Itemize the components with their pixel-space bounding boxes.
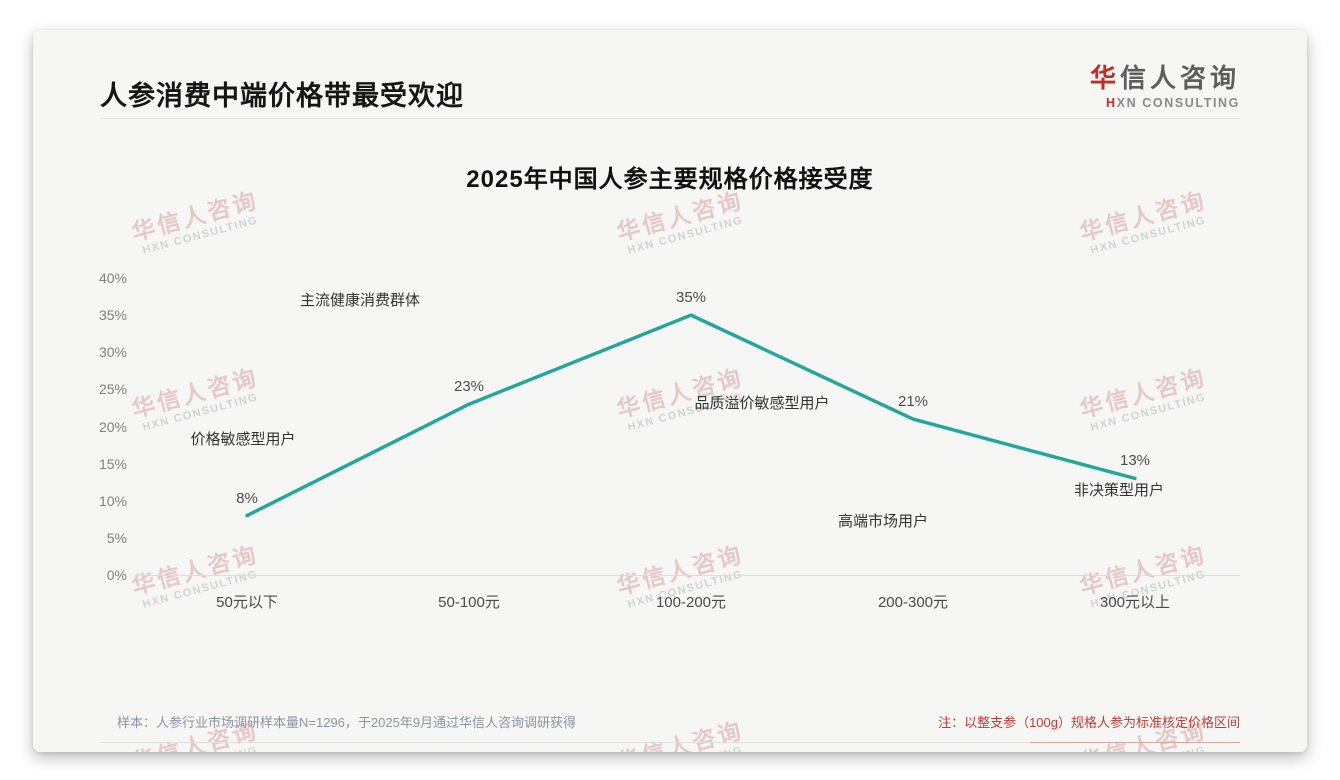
y-axis-tick: 40% <box>98 270 127 286</box>
company-logo: 华信人咨询 HXN CONSULTING <box>1090 58 1240 110</box>
watermark-cn-text: 华信人咨询 <box>1077 363 1210 423</box>
chart-title: 2025年中国人参主要规格价格接受度 <box>466 166 874 193</box>
watermark-cn-text: 华信人咨询 <box>614 186 747 246</box>
segment-annotation: 主流健康消费群体 <box>299 292 421 309</box>
data-point-label: 8% <box>236 489 258 507</box>
segment-annotation: 高端市场用户 <box>837 513 929 530</box>
logo-cn-text: 华信人咨询 <box>1090 58 1240 95</box>
watermark-en-text: HXN CONSULTING <box>621 742 750 752</box>
x-axis-line <box>135 575 1240 576</box>
acceptance-line <box>245 313 1137 518</box>
page-title: 人参消费中端价格带最受欢迎 <box>100 81 464 111</box>
slide-card: 人参消费中端价格带最受欢迎 华信人咨询 HXN CONSULTING 2025年… <box>33 30 1307 752</box>
header-divider <box>100 118 1240 119</box>
y-axis-tick: 0% <box>106 567 127 583</box>
watermark-en-text: HXN CONSULTING <box>626 214 745 257</box>
logo-en-text: HXN CONSULTING <box>1090 96 1240 110</box>
segment-annotation: 非决策型用户 <box>1073 482 1165 499</box>
watermark-en-text: HXN CONSULTING <box>141 214 260 257</box>
logo-en-accent: H <box>1106 96 1117 110</box>
watermark-cn-text: 华信人咨询 <box>129 363 262 423</box>
watermark-en-text: HXN CONSULTING <box>1089 214 1208 257</box>
watermark-cn-text: 华信人咨询 <box>614 716 747 752</box>
segment-annotation: 品质溢价敏感型用户 <box>694 395 830 412</box>
logo-cn-rest: 信人咨询 <box>1119 63 1240 93</box>
data-point-label: 21% <box>897 393 929 411</box>
y-axis-tick: 25% <box>98 381 127 398</box>
sample-note: 样本：人参行业市场调研样本量N=1296，于2025年9月通过华信人咨询调研获得 <box>117 715 577 730</box>
note-underline <box>1030 742 1240 743</box>
logo-en-rest: XN CONSULTING <box>1116 96 1240 110</box>
watermark-en-text: HXN CONSULTING <box>1089 391 1208 434</box>
copyright-text: ©2025.11 HXR华信人咨询 <box>117 750 257 752</box>
segment-annotation: 价格敏感型用户 <box>190 431 296 448</box>
watermark-cn-text: 华信人咨询 <box>614 540 747 600</box>
price-note: 注：以整支参（100g）规格人参为标准核定价格区间 <box>938 715 1240 730</box>
data-point-label: 23% <box>453 378 485 396</box>
y-axis-tick: 5% <box>106 529 127 546</box>
y-axis-tick: 35% <box>98 307 127 324</box>
watermark-en-text: HXN CONSULTING <box>141 391 260 434</box>
logo-cn-accent: 华 <box>1089 63 1120 93</box>
footer-divider <box>100 742 1240 743</box>
watermark-cn-text: 华信人咨询 <box>129 186 262 246</box>
acceptance-line-svg <box>245 313 1137 518</box>
x-axis-label: 50-100元 <box>438 594 500 611</box>
y-axis-tick: 30% <box>98 344 127 361</box>
x-axis-label: 50元以下 <box>216 594 278 611</box>
watermark-cn-text: 华信人咨询 <box>1077 540 1210 600</box>
data-point-label: 35% <box>675 289 707 307</box>
x-axis-label: 200-300元 <box>877 594 949 611</box>
website-link[interactable]: www.hxrcon.com <box>1122 750 1213 752</box>
y-axis-tick: 10% <box>98 492 127 509</box>
y-axis-tick: 20% <box>98 418 127 435</box>
x-axis-label: 100-200元 <box>655 594 727 611</box>
data-point-label: 13% <box>1119 452 1151 470</box>
watermark-cn-text: 华信人咨询 <box>1077 186 1210 246</box>
x-axis-label: 300元以上 <box>1099 594 1171 611</box>
watermark-cn-text: 华信人咨询 <box>614 363 747 423</box>
watermark-cn-text: 华信人咨询 <box>129 540 262 600</box>
y-axis-tick: 15% <box>98 455 127 472</box>
